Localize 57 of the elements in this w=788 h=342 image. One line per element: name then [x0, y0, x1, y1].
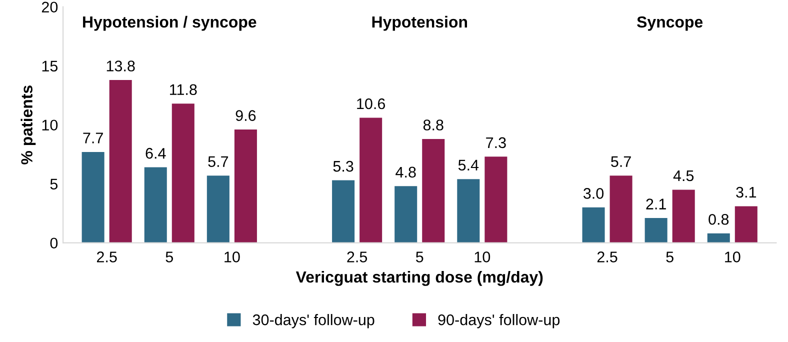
- data-label: 4.8: [396, 166, 416, 178]
- x-tick-label: 2.5: [96, 252, 117, 262]
- bar: [734, 206, 758, 243]
- data-label: 11.8: [170, 84, 197, 96]
- data-label: 0.8: [708, 214, 729, 225]
- data-label: 8.8: [423, 120, 444, 130]
- x-tick-label: 5: [666, 252, 674, 262]
- bar: [394, 186, 418, 243]
- data-label: 6.4: [146, 148, 166, 159]
- data-label: 5.7: [208, 156, 228, 167]
- bar: [672, 190, 695, 243]
- annotation: Syncope: [637, 16, 703, 31]
- y-tick-label: 0: [50, 238, 58, 249]
- data-label: 10.6: [357, 98, 386, 110]
- bar: [360, 118, 382, 243]
- data-label: 5.7: [611, 156, 631, 167]
- bar: [707, 233, 730, 243]
- x-tick-label: 5: [166, 252, 173, 262]
- y-tick-label: 10: [42, 120, 58, 131]
- x-tick-label: 2.5: [597, 252, 618, 262]
- data-label: 9.6: [236, 110, 256, 121]
- x-tick-label: 10: [224, 252, 240, 262]
- bar: [109, 80, 132, 243]
- data-label: 5.4: [458, 160, 479, 171]
- bar: [206, 176, 230, 243]
- x-axis-title: Vericguat starting dose (mg/day): [296, 270, 543, 286]
- annotation: Hypotension / syncope: [83, 16, 256, 31]
- y-tick-label: 15: [42, 60, 58, 72]
- x-tick-label: 2.5: [347, 252, 368, 262]
- x-tick-label: 10: [725, 252, 740, 262]
- y-axis-title: % patients: [20, 86, 36, 164]
- bar: [582, 207, 605, 243]
- annotation: Hypotension: [372, 16, 467, 31]
- bar: [610, 176, 632, 243]
- bar: [172, 104, 194, 243]
- legend-label: 90-days' follow-up: [438, 314, 560, 328]
- bar: [234, 130, 257, 243]
- y-tick-label: 5: [50, 178, 58, 190]
- y-tick-label: 20: [42, 2, 58, 13]
- legend-label: 30-days' follow-up: [252, 314, 374, 328]
- data-label: 5.3: [333, 160, 354, 172]
- data-label: 4.5: [673, 170, 694, 182]
- data-label: 7.7: [83, 132, 103, 144]
- data-label: 2.1: [646, 198, 666, 210]
- bar: [422, 138, 445, 243]
- data-label: 7.3: [486, 137, 506, 148]
- x-tick-label: 10: [474, 252, 490, 262]
- bar: [484, 156, 508, 243]
- data-label: 3.0: [583, 188, 604, 199]
- bar: [457, 179, 480, 243]
- x-tick-label: 5: [416, 252, 424, 262]
- data-label: 13.8: [106, 60, 135, 72]
- bar: [82, 152, 104, 243]
- bar: [332, 180, 355, 243]
- bar: [144, 167, 167, 243]
- bar: [644, 218, 668, 243]
- data-label: 3.1: [736, 186, 756, 198]
